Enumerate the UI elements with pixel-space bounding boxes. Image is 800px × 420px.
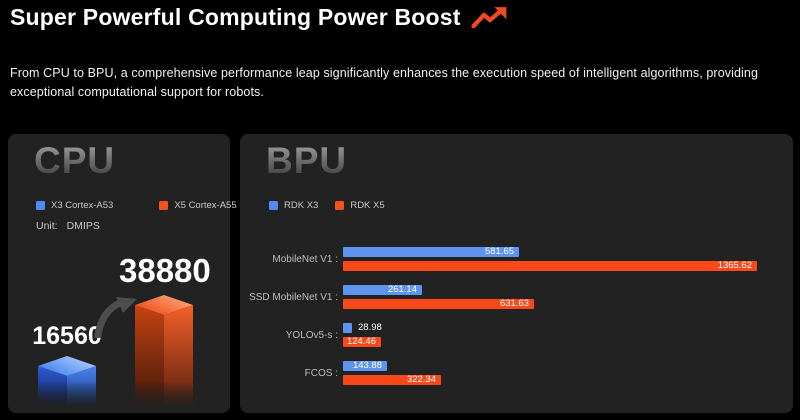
legend-label: X5 Cortex-A55 bbox=[174, 200, 237, 211]
bar-value-label: 261.14 bbox=[387, 284, 417, 295]
bpu-bar-rdk-x5: 631.63 bbox=[343, 299, 534, 309]
bpu-category-label: MobileNet V1 : bbox=[272, 254, 338, 265]
growth-arrow-icon bbox=[94, 297, 137, 338]
cpu-legend: X3 Cortex-A53 X5 Cortex-A55 bbox=[36, 200, 237, 211]
legend-label: X3 Cortex-A53 bbox=[51, 200, 114, 211]
bpu-row: YOLOv5-s : 28.98 124.46 bbox=[240, 323, 793, 347]
bpu-bar-rdk-x5: 1365.62 bbox=[343, 261, 757, 271]
bpu-bar-rdk-x5: 124.46 bbox=[343, 337, 381, 347]
red-swatch-icon bbox=[159, 201, 169, 210]
legend-label: RDK X5 bbox=[350, 200, 385, 211]
bar-value-label: 143.88 bbox=[352, 360, 382, 371]
legend-item-rdk-x3: RDK X3 bbox=[269, 200, 318, 211]
page-subtitle: From CPU to BPU, a comprehensive perform… bbox=[10, 65, 759, 99]
bar-body bbox=[135, 305, 193, 412]
legend-item-x5-cortex-a55: X5 Cortex-A55 bbox=[159, 200, 237, 211]
bar-value-label: 322.34 bbox=[406, 374, 436, 385]
bar-value-label: 1365.62 bbox=[717, 260, 752, 271]
blue-swatch-icon bbox=[269, 201, 278, 210]
bpu-panel: BPU RDK X3 RDK X5 MobileNet V1 : 581.65 13… bbox=[240, 134, 793, 413]
cpu-bar-x3 bbox=[38, 356, 96, 412]
red-swatch-icon bbox=[335, 201, 345, 210]
cpu-3d-bar-chart: 16560 38880 bbox=[8, 134, 230, 413]
bar-value-label: 28.98 bbox=[358, 322, 382, 333]
legend-label: RDK X3 bbox=[284, 200, 319, 211]
bar-value-label: 124.46 bbox=[346, 336, 376, 347]
bpu-bar-rdk-x3: 143.88 bbox=[343, 361, 387, 371]
cpu-heading: CPU bbox=[34, 140, 116, 181]
bpu-row: FCOS : 143.88 322.34 bbox=[240, 361, 793, 385]
cpu-x5-value-label: 38880 bbox=[119, 252, 211, 289]
bar-value-label: 631.63 bbox=[499, 298, 529, 309]
unit-label: Unit: bbox=[36, 220, 58, 232]
cpu-x3-value-label: 16560 bbox=[32, 322, 102, 350]
legend-item-rdk-x5: RDK X5 bbox=[335, 200, 385, 211]
bpu-category-label: SSD MobileNet V1 : bbox=[249, 292, 338, 303]
bpu-row: MobileNet V1 : 581.65 1365.62 bbox=[240, 247, 793, 271]
bar-left-face bbox=[135, 305, 164, 412]
bar-value-label: 581.65 bbox=[484, 246, 514, 257]
bpu-horizontal-bar-chart: MobileNet V1 : 581.65 1365.62 SSD MobileNet… bbox=[240, 134, 793, 413]
blue-swatch-icon bbox=[36, 201, 45, 210]
bpu-bar-rdk-x3: 581.65 bbox=[343, 247, 519, 257]
trending-up-icon bbox=[471, 7, 507, 29]
unit-value: DMIPS bbox=[66, 220, 100, 232]
bpu-bar-rdk-x3: 28.98 bbox=[343, 323, 382, 333]
bpu-legend: RDK X3 RDK X5 bbox=[269, 200, 385, 211]
bpu-bar-rdk-x3: 261.14 bbox=[343, 285, 422, 295]
unit-line: Unit: DMIPS bbox=[36, 220, 100, 232]
bpu-row: SSD MobileNet V1 : 261.14 631.63 bbox=[240, 285, 793, 309]
bpu-bar-rdk-x5: 322.34 bbox=[343, 375, 441, 385]
bar-right-face bbox=[164, 305, 193, 412]
bpu-category-label: FCOS : bbox=[304, 368, 338, 379]
page-title: Super Powerful Computing Power Boost bbox=[10, 4, 461, 30]
legend-item-x3-cortex-a53: X3 Cortex-A53 bbox=[36, 200, 113, 211]
cpu-bar-x5 bbox=[135, 295, 193, 412]
page-header: Super Powerful Computing Power Boost bbox=[10, 4, 509, 31]
bpu-heading: BPU bbox=[266, 140, 348, 181]
cpu-panel: CPU X3 Cortex-A53 X5 Cortex-A55 Unit: DMI… bbox=[8, 134, 237, 413]
bpu-category-label: YOLOv5-s : bbox=[285, 330, 338, 341]
